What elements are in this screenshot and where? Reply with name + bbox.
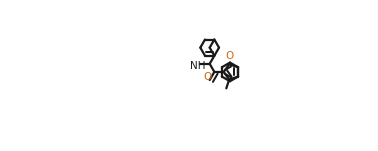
Text: O: O	[225, 51, 233, 61]
Text: O: O	[203, 72, 212, 82]
Text: NH: NH	[190, 61, 206, 71]
